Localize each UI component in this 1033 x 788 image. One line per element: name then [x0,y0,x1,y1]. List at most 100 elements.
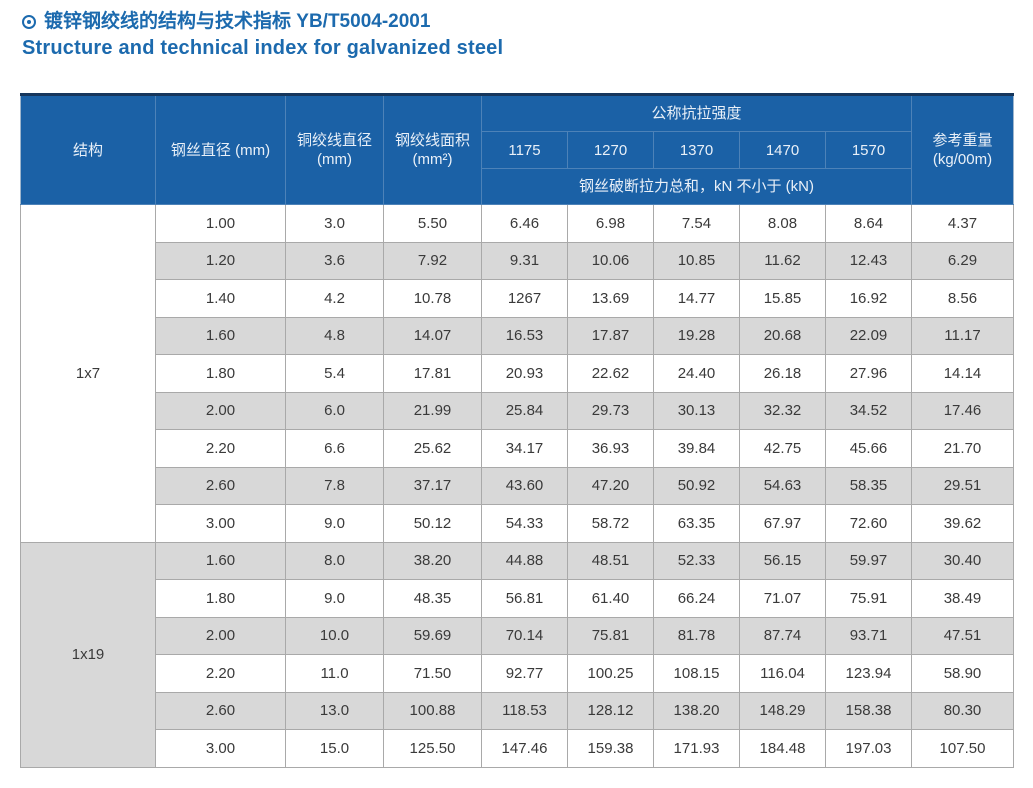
table-cell: 107.50 [911,729,1014,768]
table-cell: 30.13 [653,391,740,430]
header-grade-1370: 1370 [653,131,740,169]
header-tensile-group: 公称抗拉强度 [481,94,912,132]
table-cell: 6.46 [481,204,568,243]
table-cell: 6.29 [911,241,1014,280]
table-cell: 13.0 [285,691,384,730]
table-cell: 125.50 [383,729,482,768]
table-cell: 118.53 [481,691,568,730]
table-cell: 8.56 [911,279,1014,318]
table-cell: 4.8 [285,316,384,355]
tensile-grade-row: 1175 1270 1370 1470 1570 [21,131,1014,169]
table-cell: 22.62 [567,354,654,393]
table-cell: 8.64 [825,204,912,243]
table-cell: 4.2 [285,279,384,318]
table-cell: 5.4 [285,354,384,393]
table-cell: 92.77 [481,654,568,693]
table-cell: 63.35 [653,504,740,543]
table-cell: 38.49 [911,579,1014,618]
table-cell: 47.20 [567,466,654,505]
table-cell: 2.20 [155,429,286,468]
table-cell: 9.0 [285,504,384,543]
table-cell: 29.73 [567,391,654,430]
header-strand-diameter: 铜绞线直径 (mm) [285,94,384,205]
table-row: 1x7 1.00 3.0 5.50 6.46 6.98 7.54 8.08 8.64 4.37 [20,204,1014,543]
table-row: 3.00 9.0 50.12 54.33 58.72 63.35 67.97 72.60 39.… [21,504,1014,543]
table-cell: 100.25 [567,654,654,693]
header-breaking-note: 钢丝破断拉力总和，kN 不小于 (kN) [481,168,912,205]
structure-cell: 1x7 [20,204,156,543]
table-cell: 1.20 [155,241,286,280]
table-cell: 15.0 [285,729,384,768]
table-cell: 3.00 [155,504,286,543]
table-cell: 72.60 [825,504,912,543]
table-cell: 17.87 [567,316,654,355]
table-body: 1x7 1.00 3.0 5.50 6.46 6.98 7.54 8.08 8.64 4.37 1.… [20,204,1014,768]
table-cell: 10.06 [567,241,654,280]
table-cell: 37.17 [383,466,482,505]
table-row: 2.60 13.0 100.88 118.53 128.12 138.20 148.29 15… [21,691,1014,730]
spec-table: 结构 钢丝直径 (mm) 铜绞线直径 (mm) 钢绞线面积 (mm²) 公称抗拉… [20,93,1014,768]
table-row: 2.60 7.8 37.17 43.60 47.20 50.92 54.63 58.35 29.… [21,466,1014,505]
table-cell: 1.80 [155,579,286,618]
table-cell: 11.17 [911,316,1014,355]
circled-dot-icon [22,15,36,29]
table-cell: 12.43 [825,241,912,280]
table-cell: 3.0 [285,204,384,243]
table-cell: 2.00 [155,391,286,430]
header-structure: 结构 [20,94,156,205]
table-cell: 71.50 [383,654,482,693]
table-cell: 44.88 [481,541,568,580]
table-cell: 93.71 [825,616,912,655]
table-cell: 71.07 [739,579,826,618]
table-cell: 158.38 [825,691,912,730]
header-grade-1175: 1175 [481,131,568,169]
table-cell: 8.08 [739,204,826,243]
table-cell: 4.37 [911,204,1014,243]
table-cell: 3.00 [155,729,286,768]
table-cell: 20.68 [739,316,826,355]
table-cell: 29.51 [911,466,1014,505]
table-cell: 67.97 [739,504,826,543]
table-row: 3.00 15.0 125.50 147.46 159.38 171.93 184.48 19… [21,729,1014,768]
table-cell: 21.70 [911,429,1014,468]
table-cell: 2.60 [155,691,286,730]
table-header: 结构 钢丝直径 (mm) 铜绞线直径 (mm) 钢绞线面积 (mm²) 公称抗拉… [20,94,1014,205]
table-cell: 5.50 [383,204,482,243]
table-row: 2.00 6.0 21.99 25.84 29.73 30.13 32.32 34.52 17.… [21,391,1014,430]
table-row: 1.60 4.8 14.07 16.53 17.87 19.28 20.68 22.09 11.… [21,316,1014,355]
table-cell: 59.69 [383,616,482,655]
table-cell: 34.17 [481,429,568,468]
table-cell: 11.62 [739,241,826,280]
table-cell: 75.81 [567,616,654,655]
structure-cell: 1x19 [20,541,156,768]
table-cell: 39.62 [911,504,1014,543]
table-row: 1.80 5.4 17.81 20.93 22.62 24.40 26.18 27.96 14.… [21,354,1014,393]
table-cell: 80.30 [911,691,1014,730]
table-row: 2.20 11.0 71.50 92.77 100.25 108.15 116.04 123.… [21,654,1014,693]
table-row: 1x19 1.60 8.0 38.20 44.88 48.51 52.33 56.15 59.9… [20,541,1014,768]
table-cell: 10.0 [285,616,384,655]
table-cell: 21.99 [383,391,482,430]
table-cell: 10.78 [383,279,482,318]
table-cell: 61.40 [567,579,654,618]
table-cell: 81.78 [653,616,740,655]
table-row: 1.20 3.6 7.92 9.31 10.06 10.85 11.62 12.43 6.29 [21,241,1014,280]
table-cell: 1.00 [155,204,286,243]
table-cell: 15.85 [739,279,826,318]
table-cell: 43.60 [481,466,568,505]
table-cell: 184.48 [739,729,826,768]
table-cell: 3.6 [285,241,384,280]
table-cell: 147.46 [481,729,568,768]
table-cell: 9.0 [285,579,384,618]
table-cell: 38.20 [383,541,482,580]
table-cell: 128.12 [567,691,654,730]
table-cell: 1.60 [155,316,286,355]
table-cell: 42.75 [739,429,826,468]
table-cell: 14.77 [653,279,740,318]
table-cell: 45.66 [825,429,912,468]
table-cell: 2.20 [155,654,286,693]
table-cell: 100.88 [383,691,482,730]
header-wire-diameter: 钢丝直径 (mm) [155,94,286,205]
table-cell: 26.18 [739,354,826,393]
table-cell: 123.94 [825,654,912,693]
